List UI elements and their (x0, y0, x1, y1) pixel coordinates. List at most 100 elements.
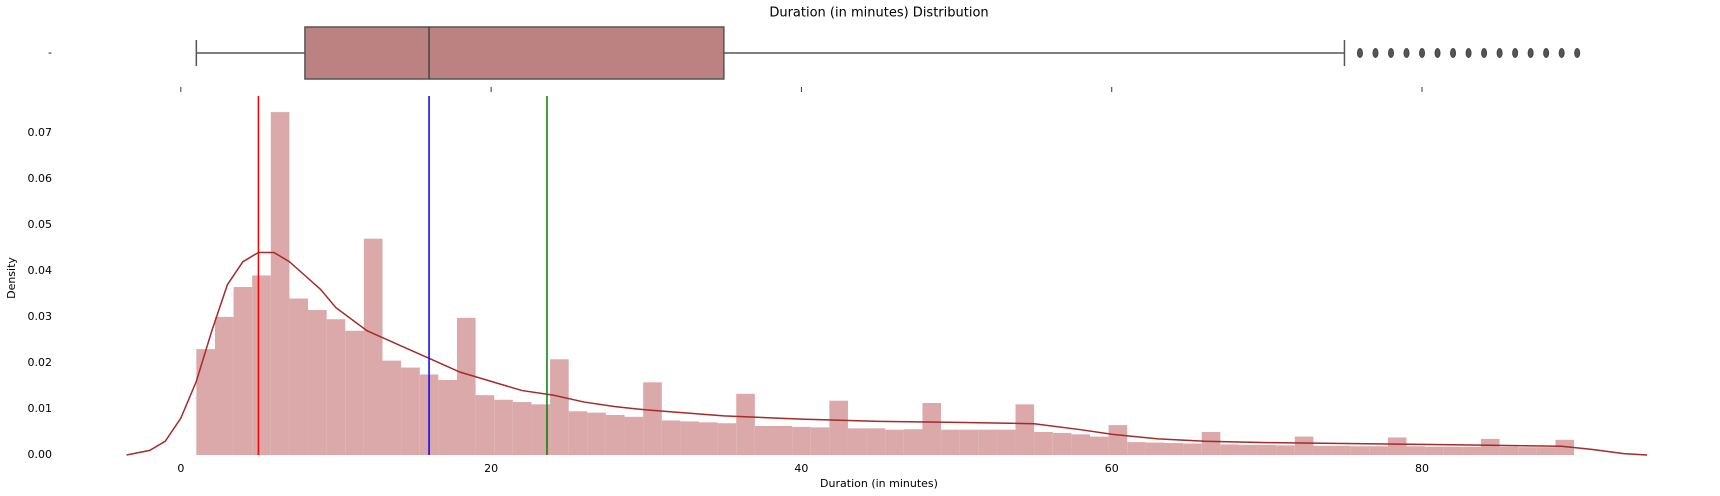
outlier (1434, 48, 1441, 58)
outlier (1574, 48, 1581, 58)
histogram-bar (810, 427, 830, 455)
histogram-bar (643, 382, 662, 455)
histogram-bar (736, 393, 755, 455)
histogram-bar (456, 317, 476, 455)
histogram-bar (1108, 425, 1128, 455)
outlier (1403, 48, 1410, 58)
histogram-bar (624, 416, 644, 455)
histogram-bar (1164, 443, 1184, 455)
histogram-bar (661, 420, 681, 455)
histogram-bar (866, 428, 886, 455)
outlier (1558, 48, 1565, 58)
y-tick-label: 0.03 (28, 310, 53, 323)
histogram-bar (959, 429, 979, 455)
histogram-bar (401, 367, 420, 455)
y-tick-label: 0.02 (28, 356, 53, 369)
histogram-bar (1425, 446, 1444, 455)
histogram-bar (1406, 446, 1426, 455)
histogram-bar (792, 426, 811, 455)
histogram-bar (847, 428, 867, 455)
outlier (1419, 48, 1426, 58)
histogram-bar (1183, 443, 1202, 455)
histogram-bar (1350, 446, 1370, 455)
outlier (1527, 48, 1534, 58)
outlier (1481, 48, 1488, 58)
histogram-bar (494, 399, 513, 455)
histogram-bar (1034, 431, 1053, 455)
histogram-bar (1090, 436, 1109, 455)
histogram-bar (1257, 444, 1277, 455)
x-tick-label: 60 (1105, 462, 1119, 475)
x-tick-label: 40 (794, 462, 808, 475)
histogram-bar (214, 316, 234, 455)
histogram-bar (587, 412, 606, 455)
histogram-bar (1462, 446, 1481, 455)
histogram-bar (1276, 445, 1295, 455)
histogram-bar (1480, 438, 1500, 455)
y-tick-label: 0.04 (28, 264, 53, 277)
histogram-bar (941, 429, 960, 455)
histogram-bar (773, 426, 793, 455)
histogram-bar (326, 319, 346, 455)
histogram-bar (382, 360, 402, 455)
chart-title: Duration (in minutes) Distribution (769, 6, 988, 21)
histogram-bar (270, 112, 290, 455)
histogram-bar (885, 429, 904, 455)
histogram-bar (903, 429, 923, 455)
histogram-bar (1332, 445, 1351, 455)
histogram-bar (363, 238, 383, 455)
histogram-bar (1313, 445, 1333, 455)
outlier (1512, 48, 1519, 58)
outlier (1450, 48, 1457, 58)
histogram-bar (531, 404, 551, 455)
x-tick-label: 20 (484, 462, 498, 475)
histogram-bar (475, 395, 495, 455)
histogram-bar (512, 402, 532, 455)
histogram-bar (1443, 446, 1463, 455)
histogram-bar (1387, 437, 1407, 455)
histogram-bar (289, 298, 309, 455)
histogram-bar (308, 310, 327, 455)
outlier (1496, 48, 1503, 58)
box-category: - (48, 46, 52, 59)
histogram-bar (1536, 447, 1556, 455)
x-tick-label: 0 (177, 462, 184, 475)
histogram-bar (1518, 447, 1537, 455)
histogram-bar (1015, 404, 1035, 455)
y-tick-label: 0.01 (28, 402, 53, 415)
histogram-bar (996, 429, 1016, 455)
y-tick-label: 0.05 (28, 218, 53, 231)
histogram-bar (1201, 431, 1221, 455)
histogram-bar (550, 359, 569, 455)
histogram-bar (1294, 436, 1314, 455)
y-tick-label: 0.00 (28, 448, 53, 461)
y-axis-label: Density (5, 257, 18, 299)
histogram-bar (438, 379, 457, 455)
y-tick-label: 0.07 (28, 126, 53, 139)
histogram-bar (717, 423, 737, 455)
x-tick-label: 80 (1415, 462, 1429, 475)
histogram-bar (699, 422, 718, 455)
outlier (1372, 48, 1379, 58)
histogram-bar (605, 414, 625, 455)
histogram-bar (568, 411, 588, 455)
histogram-bar (922, 402, 942, 455)
histogram-bar (345, 330, 364, 455)
histogram-bar (1220, 444, 1239, 455)
histogram-bar (829, 400, 848, 455)
outlier (1465, 48, 1472, 58)
histogram-bar (252, 275, 271, 455)
x-axis-label: Duration (in minutes) (820, 477, 938, 490)
histogram-bar (1127, 442, 1146, 455)
histogram-bar (1499, 446, 1519, 455)
outlier (1543, 48, 1550, 58)
histogram-bar (1369, 446, 1388, 455)
histogram-bar (233, 287, 253, 455)
outlier (1388, 48, 1394, 58)
histogram-bar (1145, 442, 1165, 455)
histogram-bar (196, 349, 215, 455)
histogram-bar (1555, 439, 1575, 455)
histogram-bar (754, 426, 774, 455)
histogram-bar (1238, 444, 1258, 455)
